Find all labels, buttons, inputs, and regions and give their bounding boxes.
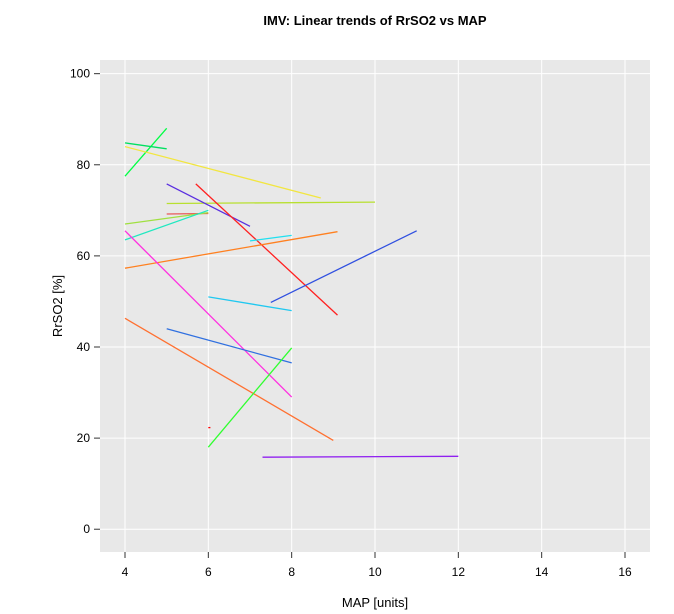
y-axis-label: RrSO2 [%] <box>50 275 65 337</box>
trend-line-2 <box>124 142 167 150</box>
y-tick-label: 80 <box>77 158 91 172</box>
trend-line-11 <box>124 231 338 269</box>
trend-line-12 <box>124 230 293 398</box>
y-tick-label: 60 <box>77 249 91 263</box>
series-layer <box>124 127 459 458</box>
trend-line-17 <box>207 347 293 448</box>
trend-line-16 <box>166 328 292 364</box>
trend-line-10 <box>249 234 292 242</box>
y-tick-label: 40 <box>77 340 91 354</box>
x-tick-label: 8 <box>288 565 295 579</box>
y-tick-label: 0 <box>83 522 90 536</box>
y-tick-label: 100 <box>70 67 90 81</box>
x-tick-label: 12 <box>452 565 466 579</box>
trend-line-9 <box>195 183 338 316</box>
grid <box>100 60 650 552</box>
y-tick-label: 20 <box>77 431 91 445</box>
trend-line-5 <box>166 183 251 227</box>
chart-title: IMV: Linear trends of RrSO2 vs MAP <box>263 13 487 28</box>
trend-line-3 <box>124 145 321 199</box>
trend-line-15 <box>124 317 334 441</box>
x-tick-label: 10 <box>368 565 382 579</box>
trend-line-18 <box>262 455 459 458</box>
x-tick-label: 6 <box>205 565 212 579</box>
trend-line-14 <box>208 296 292 312</box>
trend-line-13 <box>270 230 417 303</box>
x-tick-label: 16 <box>618 565 632 579</box>
trend-line-7 <box>124 211 209 225</box>
trend-line-4 <box>166 201 376 205</box>
x-axis-label: MAP [units] <box>342 595 408 610</box>
axes: 4 6 8 10 12 14 16 0 20 40 60 80 100 <box>70 67 632 579</box>
trend-line-8 <box>124 209 209 241</box>
x-tick-label: 4 <box>122 565 129 579</box>
x-tick-label: 14 <box>535 565 549 579</box>
